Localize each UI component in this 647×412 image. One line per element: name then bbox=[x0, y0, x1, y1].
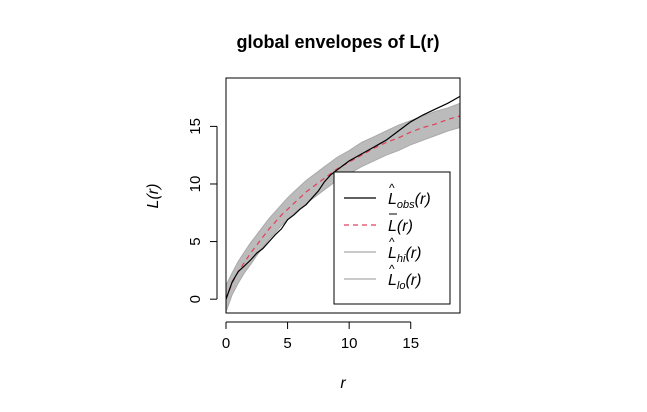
x-axis-label: r bbox=[340, 375, 346, 392]
legend-label-hi: Lhi(r) bbox=[388, 245, 421, 265]
series-lines bbox=[225, 95, 461, 312]
legend-label-obs: Lobs(r) bbox=[388, 191, 431, 211]
y-tick-label: 15 bbox=[187, 118, 204, 135]
series-line-lo bbox=[225, 127, 461, 312]
y-tick-label: 10 bbox=[187, 176, 204, 193]
y-axis-label: L(r) bbox=[145, 184, 162, 209]
x-tick-label: 0 bbox=[222, 335, 230, 352]
legend-box bbox=[333, 171, 451, 305]
legend-label-theo: L(r) bbox=[388, 218, 413, 235]
series-line-hi bbox=[225, 102, 461, 286]
x-axis: 0 5 10 15 bbox=[222, 321, 419, 352]
legend-hat: ^ bbox=[389, 262, 395, 276]
legend-hat: ^ bbox=[389, 181, 395, 195]
x-tick-label: 5 bbox=[283, 335, 291, 352]
legend-hat: ^ bbox=[389, 235, 395, 249]
y-tick-label: 5 bbox=[187, 237, 204, 245]
series-line-obs bbox=[225, 95, 461, 300]
x-tick-label: 10 bbox=[341, 335, 358, 352]
x-tick-label: 15 bbox=[402, 335, 419, 352]
plot-frame bbox=[225, 77, 461, 314]
legend-label-lo: Llo(r) bbox=[388, 272, 421, 292]
y-axis: 0 5 10 15 bbox=[187, 118, 218, 303]
legend: ^Lobs(r)L(r)^Lhi(r)^Llo(r) bbox=[333, 171, 451, 305]
y-tick-label: 0 bbox=[187, 295, 204, 303]
series-line-theo bbox=[225, 115, 461, 300]
chart-title: global envelopes of L(r) bbox=[236, 32, 439, 52]
